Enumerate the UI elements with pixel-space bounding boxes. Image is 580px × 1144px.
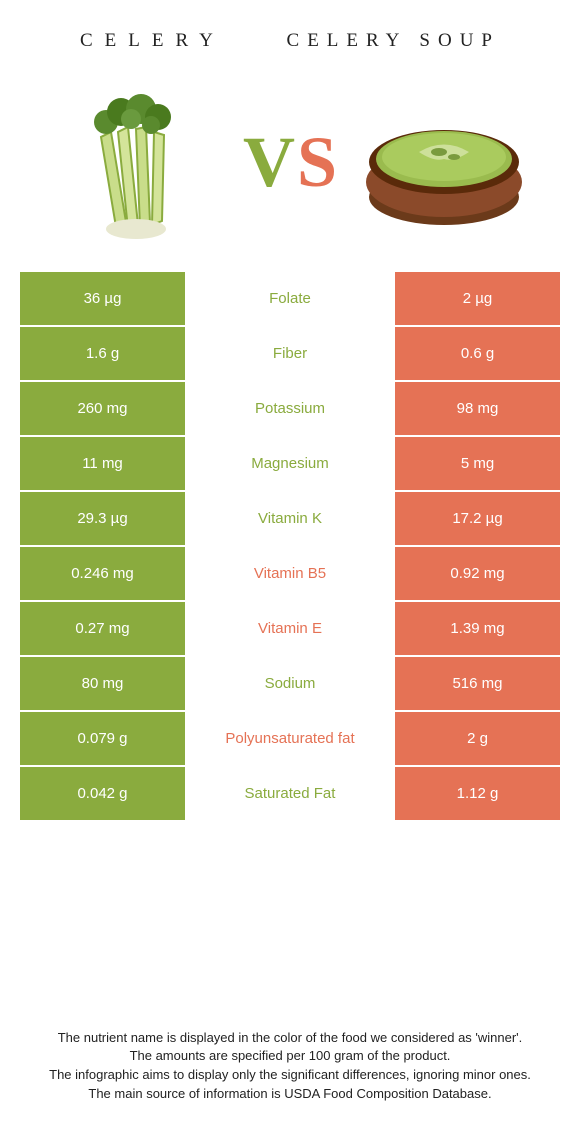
- nutrient-label: Magnesium: [185, 437, 395, 490]
- nutrient-label: Polyunsaturated fat: [185, 712, 395, 765]
- right-value: 2 µg: [395, 272, 560, 325]
- right-value: 98 mg: [395, 382, 560, 435]
- table-row: 0.27 mgVitamin E1.39 mg: [20, 602, 560, 657]
- left-value: 29.3 µg: [20, 492, 185, 545]
- right-value: 516 mg: [395, 657, 560, 710]
- nutrient-label: Vitamin E: [185, 602, 395, 655]
- left-value: 1.6 g: [20, 327, 185, 380]
- footer-notes: The nutrient name is displayed in the co…: [20, 1029, 560, 1104]
- footer-line: The infographic aims to display only the…: [20, 1066, 560, 1085]
- nutrient-label: Potassium: [185, 382, 395, 435]
- table-row: 29.3 µgVitamin K17.2 µg: [20, 492, 560, 547]
- table-row: 1.6 gFiber0.6 g: [20, 327, 560, 382]
- left-value: 0.042 g: [20, 767, 185, 820]
- soup-image: [359, 77, 529, 247]
- nutrient-label: Vitamin B5: [185, 547, 395, 600]
- footer-line: The amounts are specified per 100 gram o…: [20, 1047, 560, 1066]
- left-value: 0.246 mg: [20, 547, 185, 600]
- left-value: 80 mg: [20, 657, 185, 710]
- nutrient-label: Fiber: [185, 327, 395, 380]
- celery-image: [51, 77, 221, 247]
- right-value: 17.2 µg: [395, 492, 560, 545]
- footer-line: The nutrient name is displayed in the co…: [20, 1029, 560, 1048]
- table-row: 80 mgSodium516 mg: [20, 657, 560, 712]
- header-row: CELERY CELERY SOUP: [20, 30, 560, 62]
- left-value: 260 mg: [20, 382, 185, 435]
- left-value: 0.27 mg: [20, 602, 185, 655]
- vs-v: V: [243, 121, 295, 204]
- table-row: 0.079 gPolyunsaturated fat2 g: [20, 712, 560, 767]
- left-value: 0.079 g: [20, 712, 185, 765]
- right-value: 0.92 mg: [395, 547, 560, 600]
- footer-line: The main source of information is USDA F…: [20, 1085, 560, 1104]
- table-row: 0.042 gSaturated Fat1.12 g: [20, 767, 560, 822]
- nutrient-label: Folate: [185, 272, 395, 325]
- nutrient-label: Saturated Fat: [185, 767, 395, 820]
- images-row: VS: [20, 62, 560, 272]
- vs-s: S: [297, 121, 337, 204]
- comparison-table: 36 µgFolate2 µg1.6 gFiber0.6 g260 mgPota…: [20, 272, 560, 822]
- left-value: 36 µg: [20, 272, 185, 325]
- nutrient-label: Vitamin K: [185, 492, 395, 545]
- right-value: 1.39 mg: [395, 602, 560, 655]
- table-row: 11 mgMagnesium5 mg: [20, 437, 560, 492]
- table-row: 0.246 mgVitamin B50.92 mg: [20, 547, 560, 602]
- right-value: 2 g: [395, 712, 560, 765]
- right-food-title: CELERY SOUP: [287, 30, 500, 52]
- right-value: 1.12 g: [395, 767, 560, 820]
- nutrient-label: Sodium: [185, 657, 395, 710]
- table-row: 36 µgFolate2 µg: [20, 272, 560, 327]
- table-row: 260 mgPotassium98 mg: [20, 382, 560, 437]
- right-value: 5 mg: [395, 437, 560, 490]
- right-value: 0.6 g: [395, 327, 560, 380]
- vs-label: VS: [243, 121, 337, 204]
- left-food-title: CELERY: [80, 30, 225, 52]
- left-value: 11 mg: [20, 437, 185, 490]
